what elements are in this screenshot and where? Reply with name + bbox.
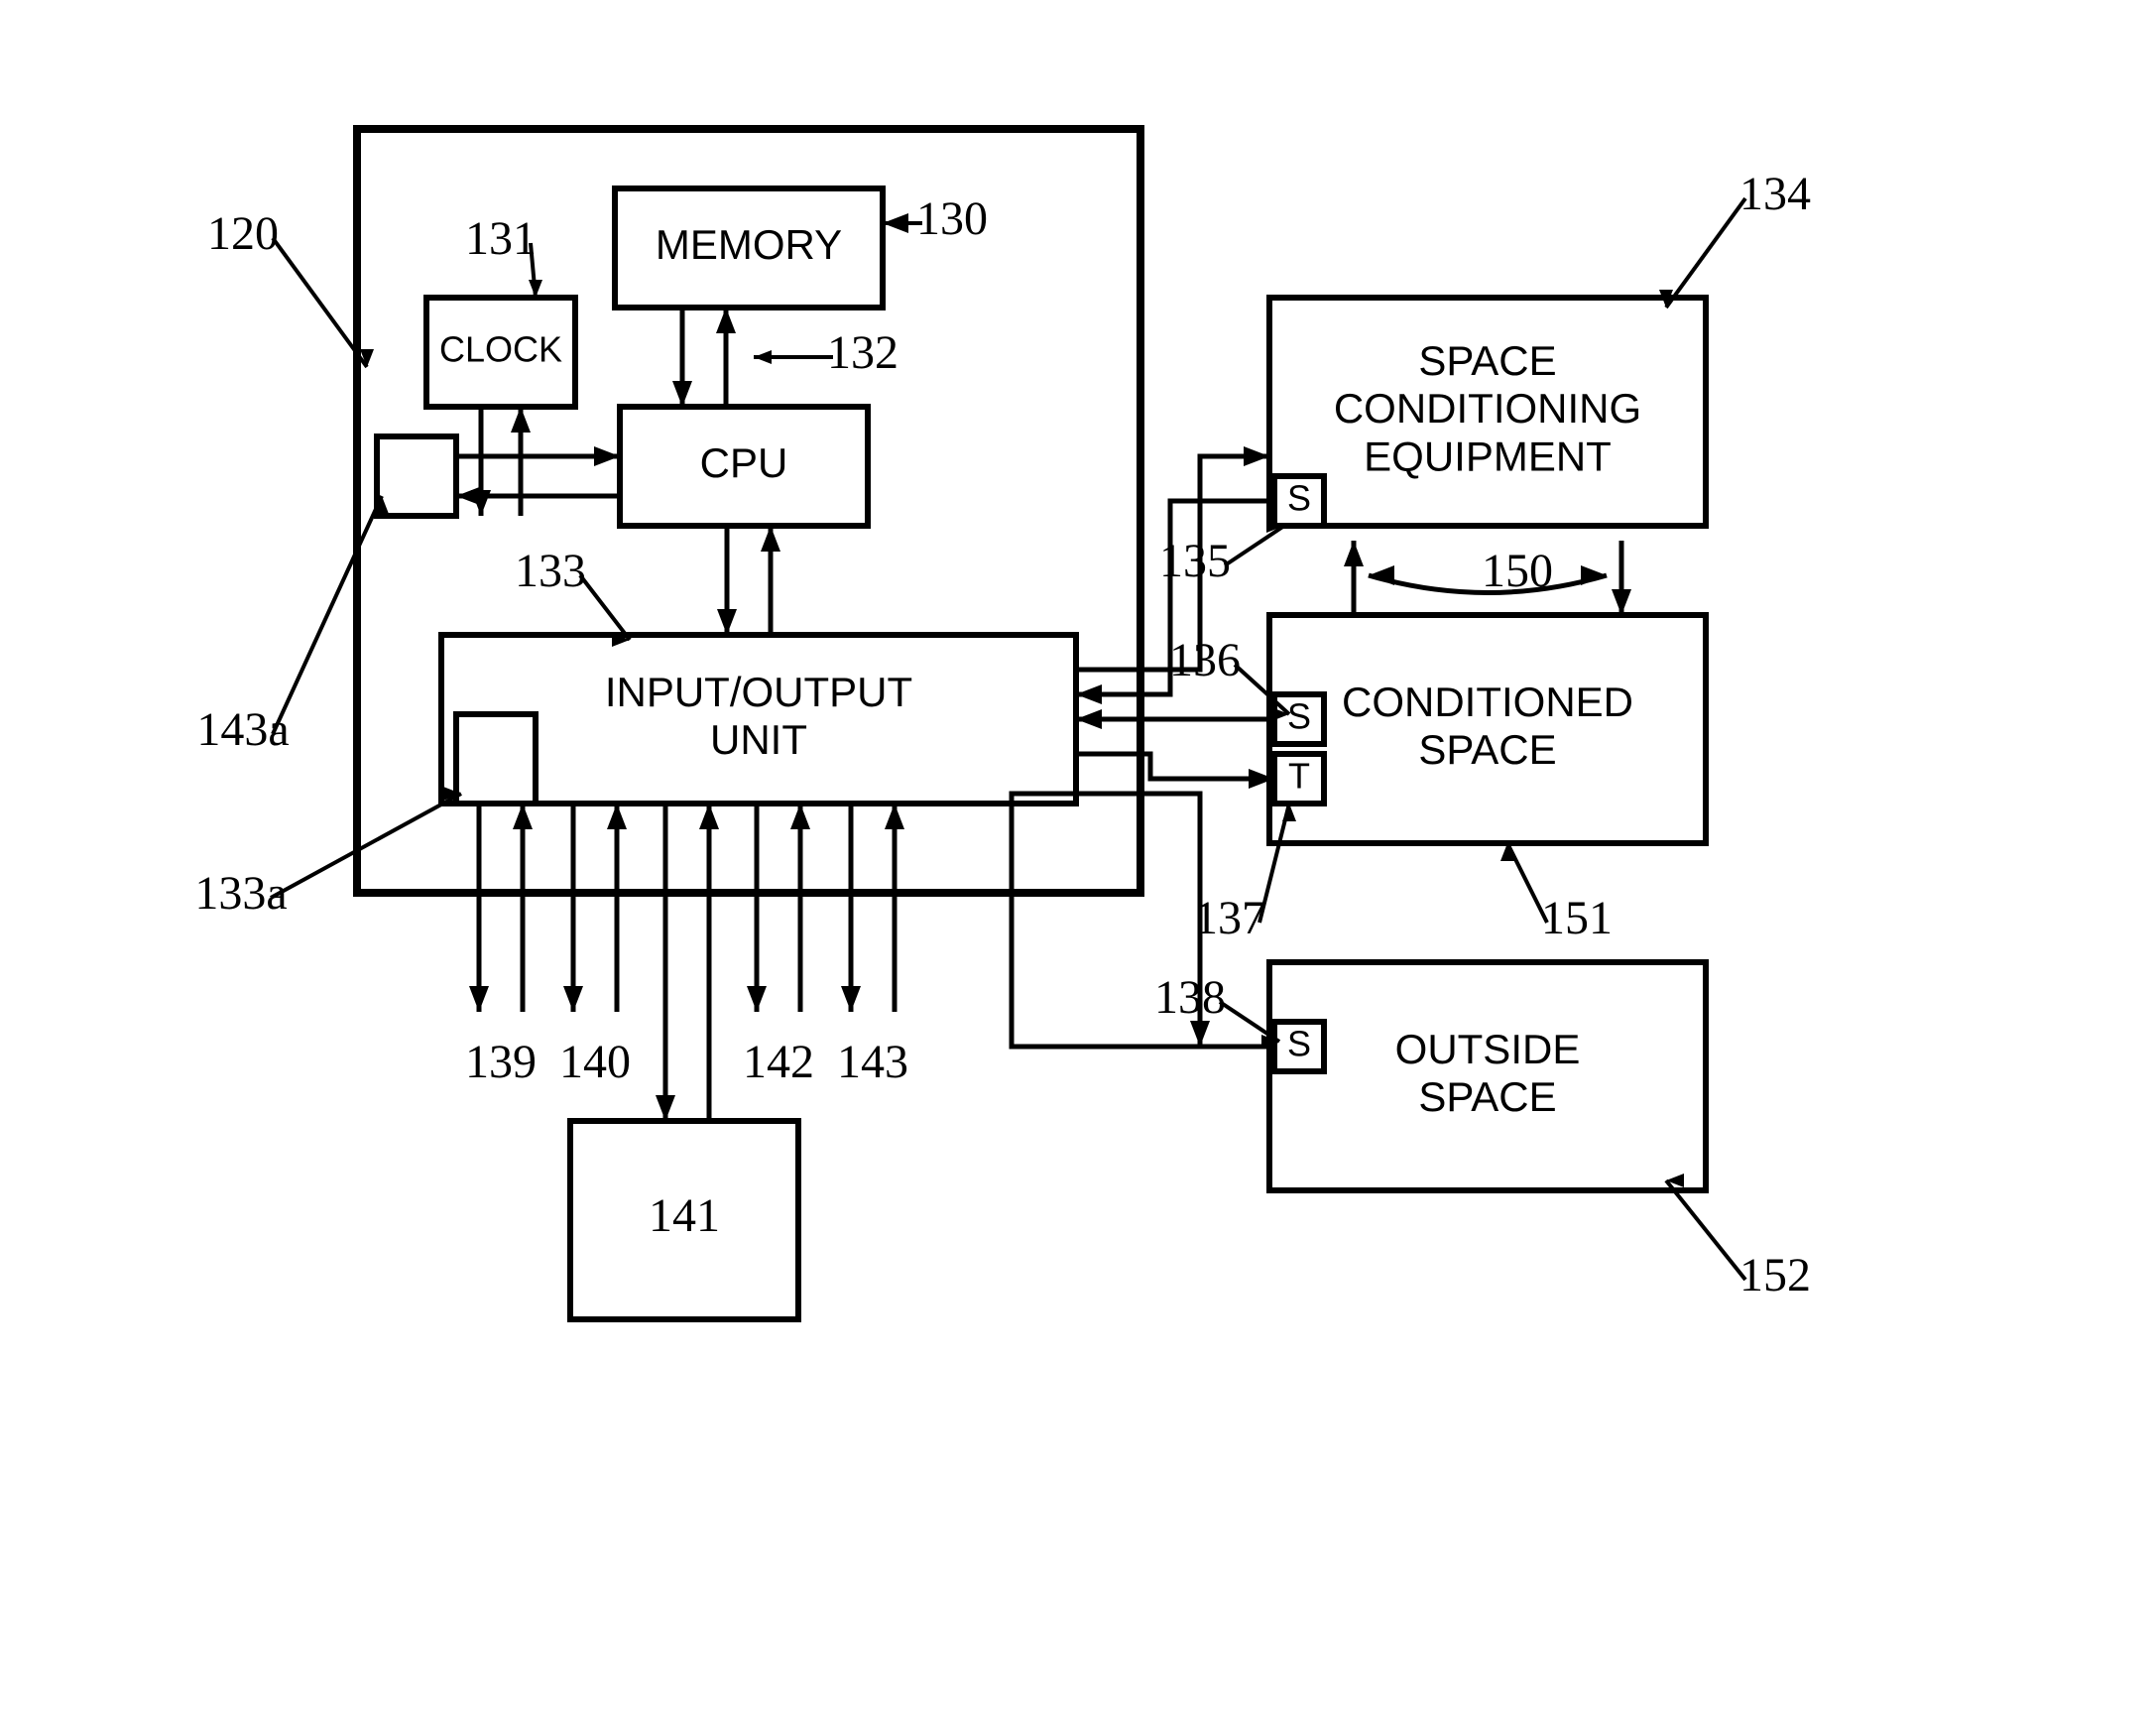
- space_eq-label-0: SPACE: [1418, 337, 1556, 384]
- ref-142: 142: [743, 1036, 814, 1088]
- ref-139: 139: [465, 1036, 537, 1088]
- ref-138: 138: [1154, 971, 1226, 1024]
- space_eq-label-2: EQUIPMENT: [1364, 433, 1612, 479]
- ref-133a: 133a: [194, 867, 287, 920]
- sens137-label-0: T: [1288, 756, 1310, 797]
- ref-135: 135: [1159, 535, 1231, 587]
- cond_space-label-0: CONDITIONED: [1342, 679, 1633, 725]
- ref-132: 132: [827, 326, 898, 379]
- out_space-label-0: OUTSIDE: [1395, 1026, 1581, 1072]
- ref-150: 150: [1482, 545, 1553, 597]
- ref-151: 151: [1541, 892, 1613, 944]
- io-label-0: INPUT/OUTPUT: [605, 669, 912, 715]
- ref-137: 137: [1194, 892, 1265, 944]
- memory-label-0: MEMORY: [656, 221, 842, 268]
- io-label-1: UNIT: [710, 716, 807, 763]
- ref-130: 130: [916, 192, 988, 245]
- clock-label-0: CLOCK: [439, 329, 562, 370]
- ref-120: 120: [207, 207, 279, 260]
- ref-143: 143: [837, 1036, 908, 1088]
- cond_space-label-1: SPACE: [1418, 726, 1556, 773]
- ref-143a: 143a: [196, 703, 289, 756]
- sens138-label-0: S: [1287, 1024, 1311, 1064]
- sens136-label-0: S: [1287, 696, 1311, 737]
- ref-141: 141: [649, 1189, 720, 1242]
- small143a: [377, 436, 456, 516]
- out_space-label-1: SPACE: [1418, 1073, 1556, 1120]
- small133a: [456, 714, 536, 804]
- space_eq-label-1: CONDITIONING: [1334, 385, 1641, 432]
- ref-134: 134: [1739, 168, 1811, 220]
- ref-133: 133: [515, 545, 586, 597]
- ref-136: 136: [1169, 634, 1241, 686]
- ref-140: 140: [559, 1036, 631, 1088]
- ref-131: 131: [465, 212, 537, 265]
- ref-152: 152: [1739, 1249, 1811, 1301]
- sens135-label-0: S: [1287, 478, 1311, 519]
- cpu-label-0: CPU: [700, 439, 788, 486]
